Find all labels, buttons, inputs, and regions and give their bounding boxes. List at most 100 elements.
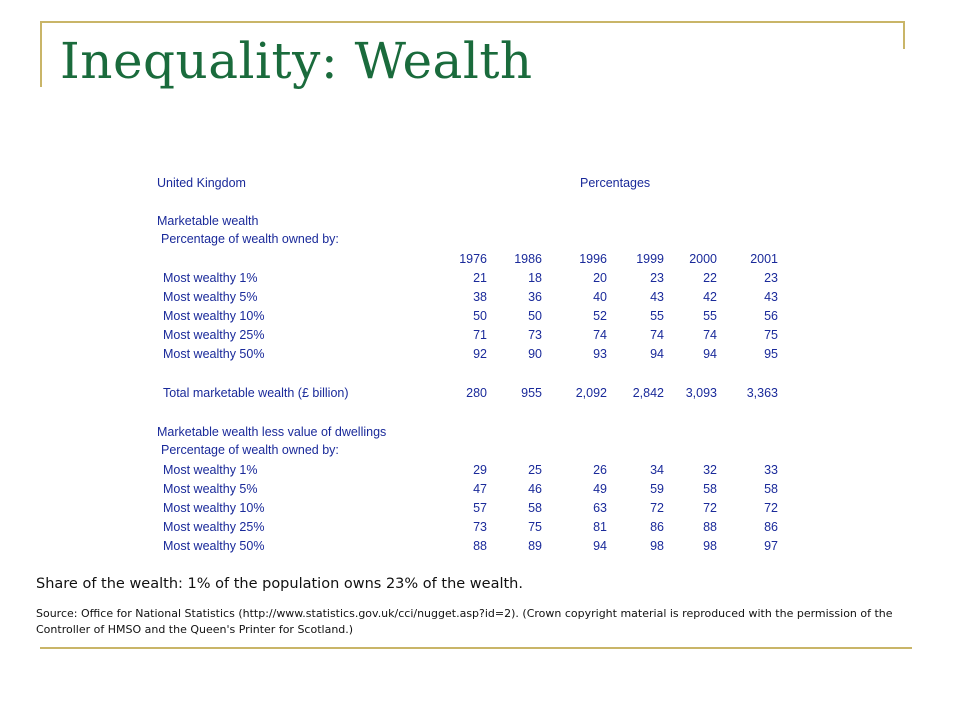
table-cell: 75	[764, 328, 778, 342]
caption-text: Share of the wealth: 1% of the populatio…	[36, 576, 523, 592]
table-cell: 2,092	[575, 386, 607, 400]
row-label: Most wealthy 25%	[163, 328, 265, 342]
table-cell: 88	[703, 520, 717, 534]
section1-subheading-row: Percentage of wealth owned by:	[150, 232, 800, 250]
table-cell: 73	[473, 520, 487, 534]
row-label: Most wealthy 50%	[163, 539, 265, 553]
table-row: Most wealthy 10% 50 50 52 55 55 56	[150, 309, 800, 327]
year-header: 1986	[514, 252, 542, 266]
table-cell: 72	[703, 501, 717, 515]
table-cell: 86	[764, 520, 778, 534]
year-header: 1996	[579, 252, 607, 266]
table-cell: 58	[764, 482, 778, 496]
table-cell: 43	[650, 290, 664, 304]
table-cell: 93	[593, 347, 607, 361]
table-cell: 49	[593, 482, 607, 496]
total-row: Total marketable wealth (£ billion) 280 …	[150, 386, 800, 404]
frame-right-rule	[903, 21, 905, 49]
table-cell: 3,093	[685, 386, 717, 400]
table-header-row: United Kingdom Percentages	[150, 176, 800, 194]
table-cell: 22	[703, 271, 717, 285]
section2-subheading: Percentage of wealth owned by:	[161, 443, 339, 457]
row-label: Most wealthy 1%	[163, 463, 258, 477]
row-label: Most wealthy 10%	[163, 309, 265, 323]
table-cell: 74	[650, 328, 664, 342]
table-row: Most wealthy 25% 71 73 74 74 74 75	[150, 328, 800, 346]
table-cell: 23	[650, 271, 664, 285]
table-cell: 94	[593, 539, 607, 553]
table-row: Most wealthy 25% 73 75 81 86 88 86	[150, 520, 800, 538]
section1-subheading: Percentage of wealth owned by:	[161, 232, 339, 246]
year-header: 2001	[750, 252, 778, 266]
table-cell: 72	[650, 501, 664, 515]
table-row: Most wealthy 1% 29 25 26 34 32 33	[150, 463, 800, 481]
table-cell: 55	[703, 309, 717, 323]
table-cell: 32	[703, 463, 717, 477]
table-cell: 2,842	[632, 386, 664, 400]
table-cell: 20	[593, 271, 607, 285]
table-cell: 46	[528, 482, 542, 496]
row-label: Most wealthy 5%	[163, 482, 258, 496]
slide-title: Inequality: Wealth	[60, 32, 533, 90]
source-citation: Source: Office for National Statistics (…	[36, 607, 893, 636]
table-cell: 50	[473, 309, 487, 323]
table-cell: 280	[466, 386, 487, 400]
table-cell: 33	[764, 463, 778, 477]
table-cell: 74	[593, 328, 607, 342]
table-cell: 18	[528, 271, 542, 285]
table-cell: 71	[473, 328, 487, 342]
year-header: 2000	[689, 252, 717, 266]
section1-heading-row: Marketable wealth	[150, 214, 800, 232]
year-header: 1999	[636, 252, 664, 266]
table-cell: 40	[593, 290, 607, 304]
row-label: Most wealthy 25%	[163, 520, 265, 534]
table-cell: 90	[528, 347, 542, 361]
table-cell: 3,363	[746, 386, 778, 400]
wealth-table: United Kingdom Percentages Marketable we…	[150, 168, 800, 563]
row-label: Most wealthy 50%	[163, 347, 265, 361]
row-label: Most wealthy 5%	[163, 290, 258, 304]
table-row: Most wealthy 5% 47 46 49 59 58 58	[150, 482, 800, 500]
region-label: United Kingdom	[157, 176, 246, 190]
bottom-rule	[40, 647, 912, 649]
table-row: Most wealthy 10% 57 58 63 72 72 72	[150, 501, 800, 519]
section2-subheading-row: Percentage of wealth owned by:	[150, 443, 800, 461]
table-cell: 97	[764, 539, 778, 553]
table-cell: 26	[593, 463, 607, 477]
table-row: Most wealthy 50% 88 89 94 98 98 97	[150, 539, 800, 557]
table-cell: 88	[473, 539, 487, 553]
table-cell: 43	[764, 290, 778, 304]
table-cell: 57	[473, 501, 487, 515]
section1-heading: Marketable wealth	[157, 214, 259, 228]
table-cell: 50	[528, 309, 542, 323]
table-cell: 95	[764, 347, 778, 361]
table-cell: 94	[703, 347, 717, 361]
table-cell: 21	[473, 271, 487, 285]
table-cell: 34	[650, 463, 664, 477]
table-cell: 89	[528, 539, 542, 553]
table-cell: 55	[650, 309, 664, 323]
table-cell: 58	[703, 482, 717, 496]
table-cell: 86	[650, 520, 664, 534]
table-row: Most wealthy 50% 92 90 93 94 94 95	[150, 347, 800, 365]
row-label: Most wealthy 10%	[163, 501, 265, 515]
table-cell: 36	[528, 290, 542, 304]
table-cell: 75	[528, 520, 542, 534]
table-cell: 92	[473, 347, 487, 361]
table-cell: 98	[703, 539, 717, 553]
table-cell: 47	[473, 482, 487, 496]
table-cell: 94	[650, 347, 664, 361]
table-cell: 56	[764, 309, 778, 323]
table-cell: 52	[593, 309, 607, 323]
row-label: Most wealthy 1%	[163, 271, 258, 285]
table-cell: 955	[521, 386, 542, 400]
table-cell: 25	[528, 463, 542, 477]
table-row: Most wealthy 5% 38 36 40 43 42 43	[150, 290, 800, 308]
table-cell: 23	[764, 271, 778, 285]
frame-left-rule	[40, 21, 42, 87]
frame-top-rule	[40, 21, 905, 23]
table-cell: 74	[703, 328, 717, 342]
table-cell: 63	[593, 501, 607, 515]
year-header: 1976	[459, 252, 487, 266]
table-cell: 98	[650, 539, 664, 553]
